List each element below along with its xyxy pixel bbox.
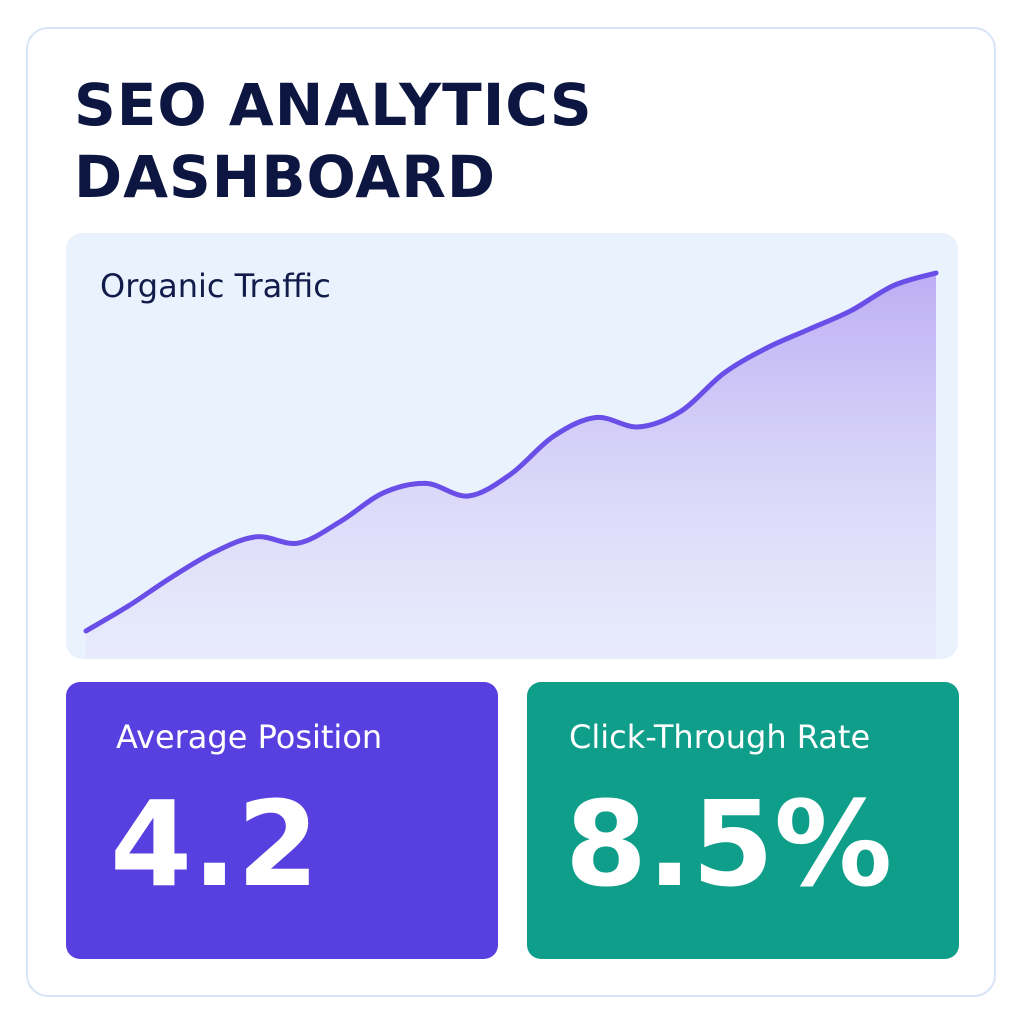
organic-traffic-chart: [83, 270, 939, 659]
traffic-point-0: [83, 628, 89, 634]
traffic-point-4: [253, 534, 259, 540]
organic-traffic-panel: Organic Traffic: [66, 233, 958, 659]
traffic-point-8: [423, 480, 429, 486]
traffic-point-3: [211, 550, 217, 556]
average-position-label: Average Position: [116, 718, 383, 756]
average-position-value: 4.2: [110, 775, 320, 913]
traffic-area: [86, 273, 936, 659]
traffic-point-6: [338, 518, 344, 524]
click-through-rate-label: Click-Through Rate: [569, 718, 871, 756]
traffic-point-2: [168, 575, 174, 581]
page-title-line-2: DASHBOARD: [74, 143, 496, 211]
page-title: SEO ANALYTICS DASHBOARD: [74, 69, 593, 213]
traffic-point-18: [848, 308, 854, 314]
traffic-point-12: [593, 415, 599, 421]
chart-title: Organic Traffic: [100, 267, 331, 305]
traffic-point-14: [678, 408, 684, 414]
traffic-point-5: [296, 540, 302, 546]
traffic-point-9: [466, 493, 472, 499]
traffic-point-1: [126, 603, 132, 609]
click-through-rate-card: Click-Through Rate 8.5%: [527, 682, 959, 959]
traffic-point-16: [763, 345, 769, 351]
traffic-point-11: [551, 433, 557, 439]
click-through-rate-value: 8.5%: [565, 775, 893, 913]
traffic-point-13: [636, 424, 642, 430]
traffic-point-15: [721, 371, 727, 377]
traffic-point-19: [891, 283, 897, 289]
traffic-point-20: [933, 270, 939, 276]
traffic-point-17: [806, 327, 812, 333]
traffic-line: [83, 270, 939, 634]
average-position-card: Average Position 4.2: [66, 682, 498, 959]
traffic-point-7: [381, 490, 387, 496]
page-title-line-1: SEO ANALYTICS: [74, 71, 593, 139]
dashboard-card: SEO ANALYTICS DASHBOARD Organic Traffic …: [26, 27, 996, 997]
traffic-point-10: [508, 471, 514, 477]
